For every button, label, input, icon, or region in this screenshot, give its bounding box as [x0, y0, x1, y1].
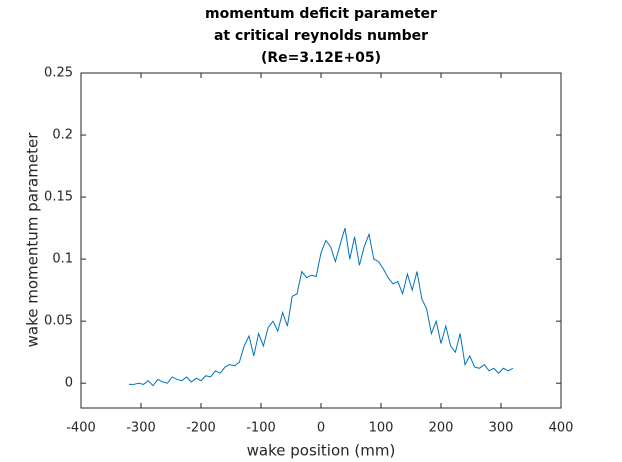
x-tick-label: 0 — [317, 421, 325, 436]
chart-title: momentum deficit parameter — [205, 6, 437, 22]
x-tick-label: -100 — [246, 421, 276, 436]
chart-title: (Re=3.12E+05) — [261, 50, 381, 66]
y-axis-label: wake momentum parameter — [24, 132, 42, 348]
x-tick-label: -400 — [66, 421, 96, 436]
y-tick-label: 0.05 — [44, 314, 73, 329]
y-tick-label: 0.1 — [52, 252, 73, 267]
x-tick-label: 400 — [549, 421, 574, 436]
plot-area — [80, 72, 562, 409]
y-tick-label: 0.25 — [44, 66, 73, 81]
x-tick-label: 100 — [369, 421, 394, 436]
data-line — [129, 227, 514, 387]
y-tick-label: 0.2 — [52, 128, 73, 143]
y-tick-label: 0.15 — [44, 190, 73, 205]
chart-title: at critical reynolds number — [214, 28, 428, 44]
x-tick-label: -200 — [186, 421, 216, 436]
x-tick-label: 200 — [429, 421, 454, 436]
x-tick-label: -300 — [126, 421, 156, 436]
x-axis-label: wake position (mm) — [247, 442, 396, 460]
x-tick-label: 300 — [489, 421, 514, 436]
y-tick-label: 0 — [65, 376, 73, 391]
